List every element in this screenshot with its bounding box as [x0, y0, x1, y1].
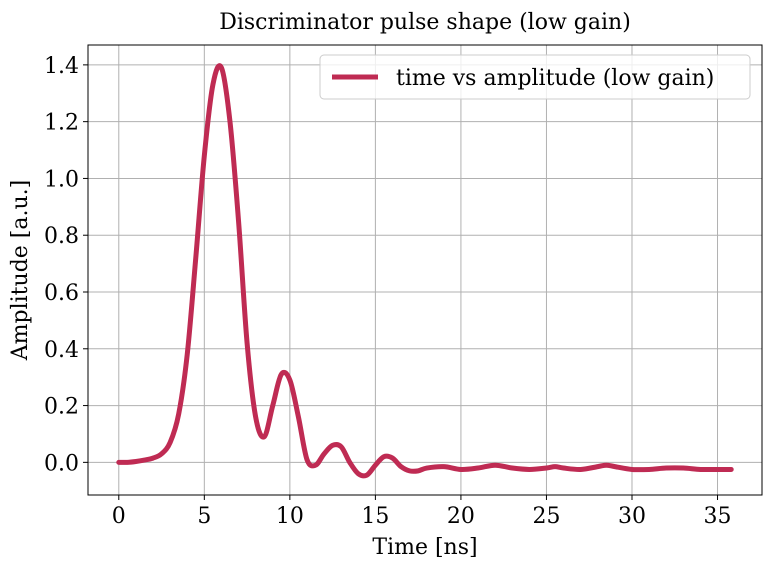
legend: time vs amplitude (low gain): [319, 54, 751, 100]
x-tick-label: 25: [532, 504, 560, 529]
y-tick-label: 0.0: [44, 451, 79, 476]
legend-box: [319, 54, 751, 100]
y-tick-label: 1.0: [44, 167, 79, 192]
x-tick-label: 15: [361, 504, 389, 529]
series-line: [116, 63, 734, 479]
y-tick-label: 0.2: [44, 395, 79, 420]
ticks-layer: 0 5 10 15 20 25 30 35 0.0 0.2 0.4 0.6 0.8 1.0 1.2 1.4: [44, 54, 732, 529]
y-tick-label: 1.4: [44, 54, 79, 79]
y-tick-label: 1.2: [44, 111, 79, 136]
y-tick-label: 0.6: [44, 281, 79, 306]
plot-frame: [87, 44, 763, 496]
x-axis-label: Time [ns]: [372, 535, 477, 560]
x-tick-label: 10: [276, 504, 304, 529]
x-tick-label: 30: [618, 504, 646, 529]
y-tick-label: 0.4: [44, 338, 79, 363]
legend-label: time vs amplitude (low gain): [396, 66, 714, 91]
y-tick-label: 0.8: [44, 224, 79, 249]
x-tick-label: 35: [704, 504, 732, 529]
y-axis-label: Amplitude [a.u.]: [8, 180, 33, 361]
grid-layer: [88, 45, 762, 495]
series-layer: [116, 63, 734, 479]
x-tick-label: 0: [112, 504, 126, 529]
chart-title: Discriminator pulse shape (low gain): [219, 10, 631, 35]
x-tick-label: 5: [197, 504, 211, 529]
x-tick-label: 20: [447, 504, 475, 529]
